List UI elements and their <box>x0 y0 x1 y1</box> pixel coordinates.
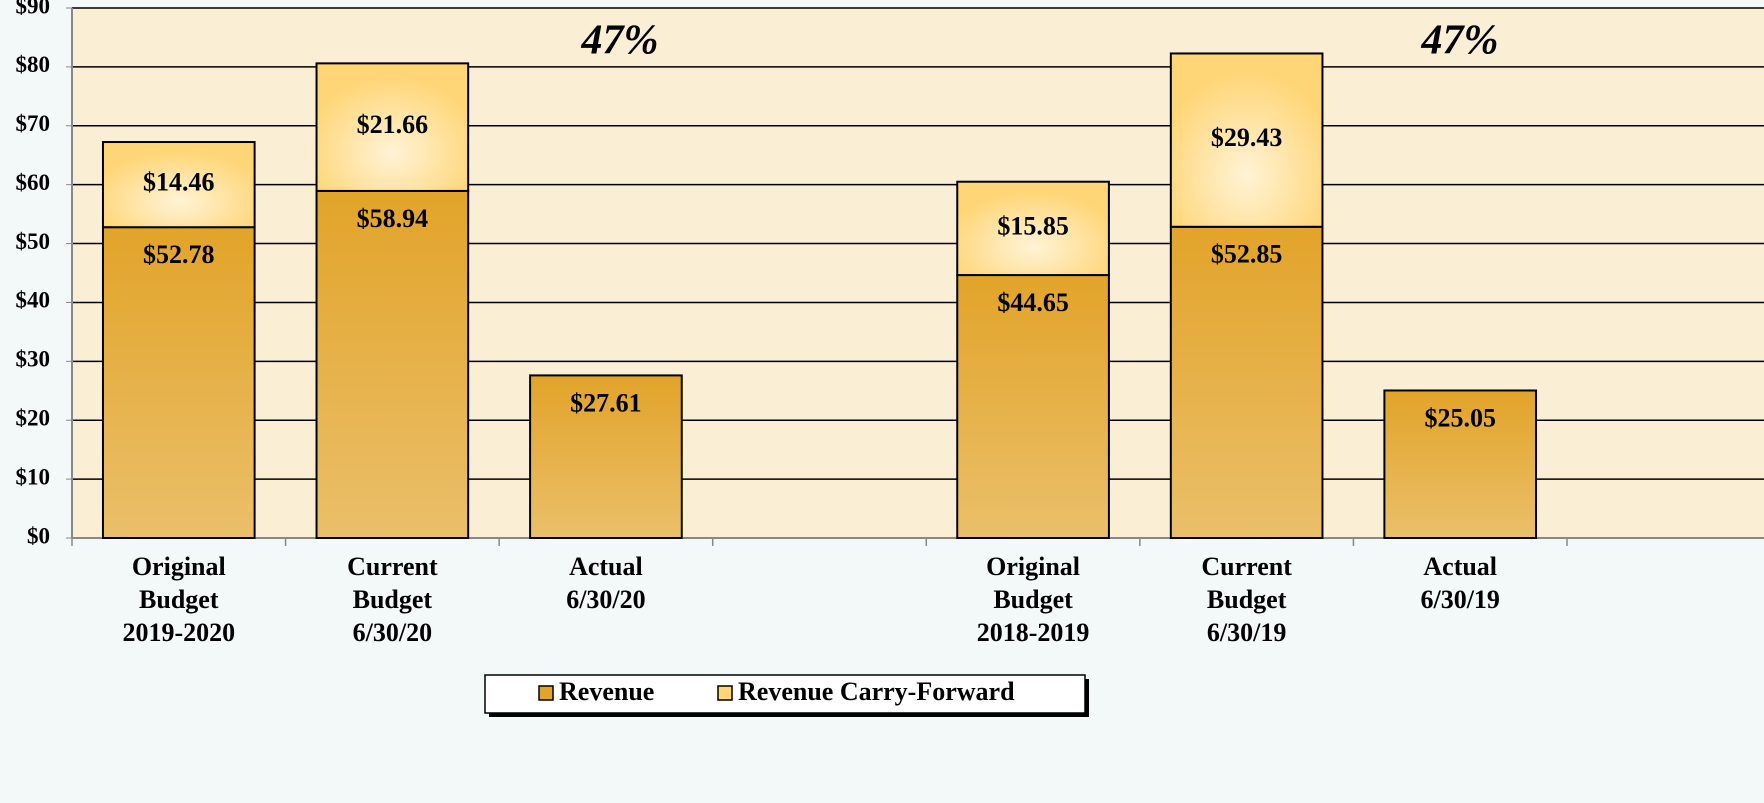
x-tick-label-line: 6/30/19 <box>1207 618 1286 647</box>
bar-shade <box>317 191 468 538</box>
y-tick-label: $70 <box>16 111 51 136</box>
x-tick-label: Original Budget 2019-2020 <box>122 552 235 647</box>
bar-shade <box>531 376 681 537</box>
value-label: $14.46 <box>143 168 215 197</box>
value-label: $25.05 <box>1424 403 1496 432</box>
bar-shade <box>1171 227 1322 537</box>
value-label: $58.94 <box>357 204 429 233</box>
value-label: $27.61 <box>570 388 642 417</box>
x-tick-label-line: 2019-2020 <box>122 618 235 647</box>
legend-label: Revenue Carry-Forward <box>738 677 1015 706</box>
y-tick-label: $0 <box>27 523 50 548</box>
value-label: $52.78 <box>143 240 215 269</box>
x-tick-label-line: Budget <box>353 585 433 614</box>
y-tick-label: $60 <box>16 170 51 195</box>
x-tick-label: Original Budget 2018-2019 <box>977 552 1090 647</box>
y-tick-label: $20 <box>16 406 51 431</box>
annotation: 47% <box>581 18 659 64</box>
legend-swatch <box>717 685 733 701</box>
bar-shade <box>317 64 468 190</box>
x-tick-label-line: Current <box>347 552 438 581</box>
bar-shade <box>103 143 254 227</box>
x-tick-label-line: Actual <box>569 552 643 581</box>
x-tick-label-line: 2018-2019 <box>977 618 1090 647</box>
x-tick-label-line: Budget <box>1207 585 1287 614</box>
x-tick-label-line: Original <box>132 552 226 581</box>
bar-shade <box>103 228 254 537</box>
value-label: $52.85 <box>1211 240 1283 269</box>
legend-swatch <box>538 685 554 701</box>
legend-box <box>484 674 1086 714</box>
bar-shade <box>1385 391 1536 537</box>
x-tick-label-line: 6/30/20 <box>353 618 432 647</box>
x-tick-label-line: Budget <box>993 585 1073 614</box>
x-tick-label-line: 6/30/20 <box>566 585 645 614</box>
value-label: $15.85 <box>997 211 1069 240</box>
y-tick-label: $40 <box>16 288 51 313</box>
y-tick-label: $10 <box>16 464 51 489</box>
annotation: 47% <box>1421 18 1499 64</box>
x-tick-label: Actual 6/30/19 <box>1420 552 1499 614</box>
x-tick-label-line: Budget <box>139 585 219 614</box>
y-tick-label: $30 <box>16 347 51 372</box>
value-label: $21.66 <box>357 110 429 139</box>
x-tick-label-line: Original <box>986 552 1080 581</box>
y-tick-label: $50 <box>16 229 51 254</box>
x-tick-label-line: Actual <box>1423 552 1497 581</box>
x-tick-label: Actual 6/30/20 <box>566 552 645 614</box>
x-tick-label-line: 6/30/19 <box>1420 585 1499 614</box>
bar-shade <box>958 276 1108 537</box>
x-tick-label: Current Budget 6/30/19 <box>1201 552 1292 647</box>
x-tick-label-line: Current <box>1201 552 1292 581</box>
bar-shade <box>958 182 1108 275</box>
bar-shade <box>1171 54 1322 226</box>
legend-label: Revenue <box>559 677 654 706</box>
value-label: $29.43 <box>1211 123 1283 152</box>
y-tick-label: $90 <box>16 0 51 18</box>
y-tick-label: $80 <box>16 52 51 77</box>
x-tick-label: Current Budget 6/30/20 <box>347 552 438 647</box>
value-label: $44.65 <box>997 288 1069 317</box>
